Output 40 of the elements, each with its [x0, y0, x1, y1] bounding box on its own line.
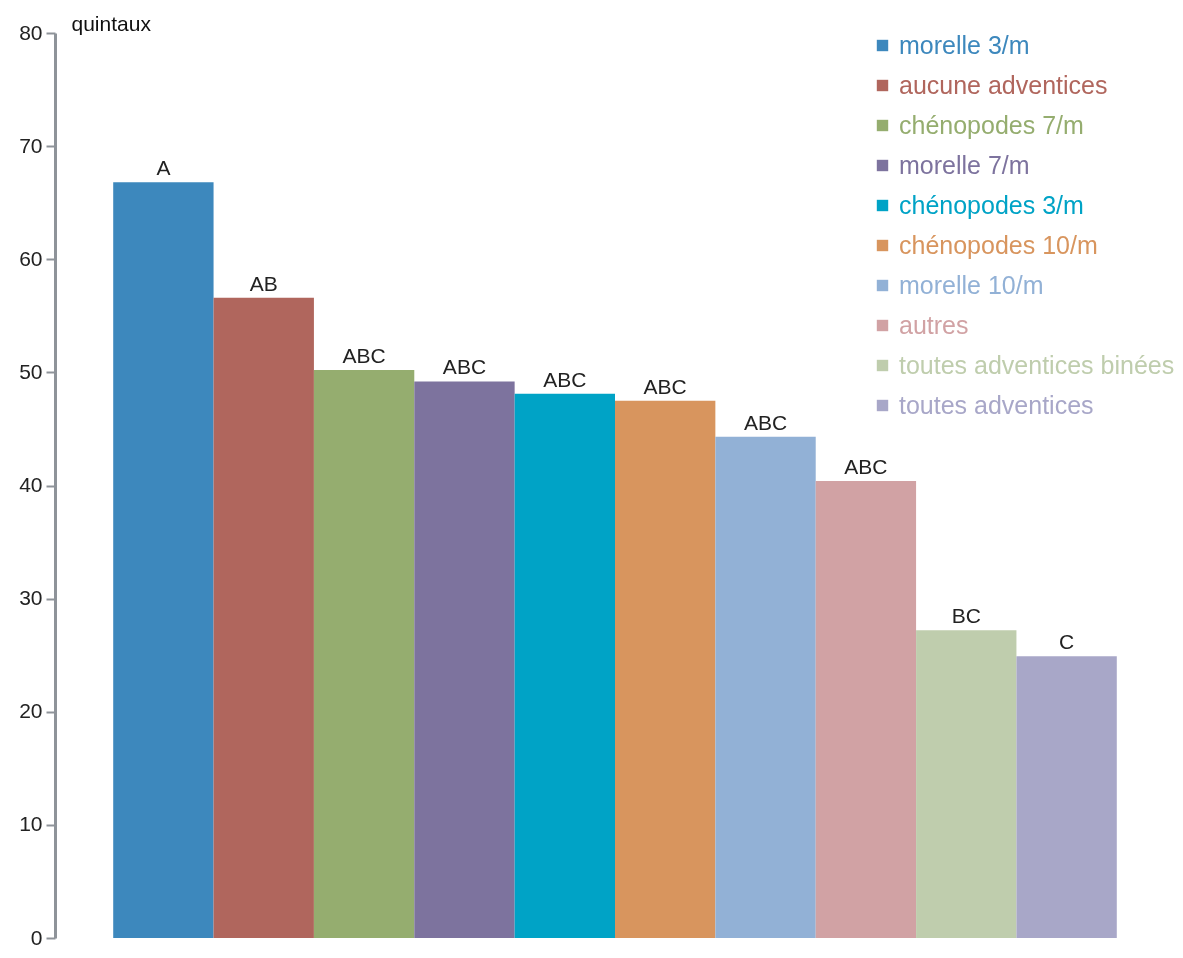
y-tick-label: 0: [30, 925, 43, 949]
legend-label: autres: [899, 310, 969, 339]
bar: [715, 436, 816, 938]
y-axis-title: quintaux: [71, 11, 152, 35]
data-label: ABC: [543, 367, 587, 391]
bar: [414, 381, 515, 938]
legend-label: chénopodes 10/m: [899, 230, 1098, 259]
bar: [514, 393, 615, 938]
data-label: ABC: [342, 344, 386, 368]
bar: [113, 182, 214, 938]
data-label: BC: [951, 604, 981, 628]
data-label: AB: [249, 271, 278, 295]
legend-label: morelle 7/m: [899, 150, 1030, 179]
bar: [916, 630, 1017, 938]
data-label: ABC: [442, 355, 487, 379]
data-label: ABC: [643, 374, 687, 398]
bar: [815, 480, 917, 938]
y-tick-label: 30: [19, 586, 43, 610]
bar: [1016, 656, 1117, 938]
y-tick-label: 50: [19, 359, 43, 383]
legend-label: toutes adventices binées: [899, 350, 1175, 379]
legend-label: chénopodes 7/m: [899, 110, 1084, 139]
y-tick-label: 20: [19, 699, 43, 723]
legend-label: toutes adventices: [899, 390, 1094, 419]
bar: [213, 297, 314, 938]
data-label: ABC: [743, 410, 788, 434]
legend-label: aucune adventices: [899, 70, 1108, 99]
legend-label: morelle 3/m: [899, 30, 1030, 59]
legend-label: chénopodes 3/m: [899, 190, 1084, 219]
y-tick-label: 70: [19, 133, 43, 157]
bar: [615, 400, 716, 938]
data-label: ABC: [844, 454, 888, 478]
legend-label: morelle 10/m: [899, 270, 1044, 299]
bar: [313, 370, 415, 938]
y-tick-label: 10: [19, 812, 43, 836]
y-tick-label: 80: [19, 20, 43, 44]
y-tick-label: 60: [19, 246, 43, 270]
data-label: C: [1059, 630, 1075, 654]
data-label: A: [156, 156, 171, 180]
y-tick-label: 40: [19, 473, 43, 496]
